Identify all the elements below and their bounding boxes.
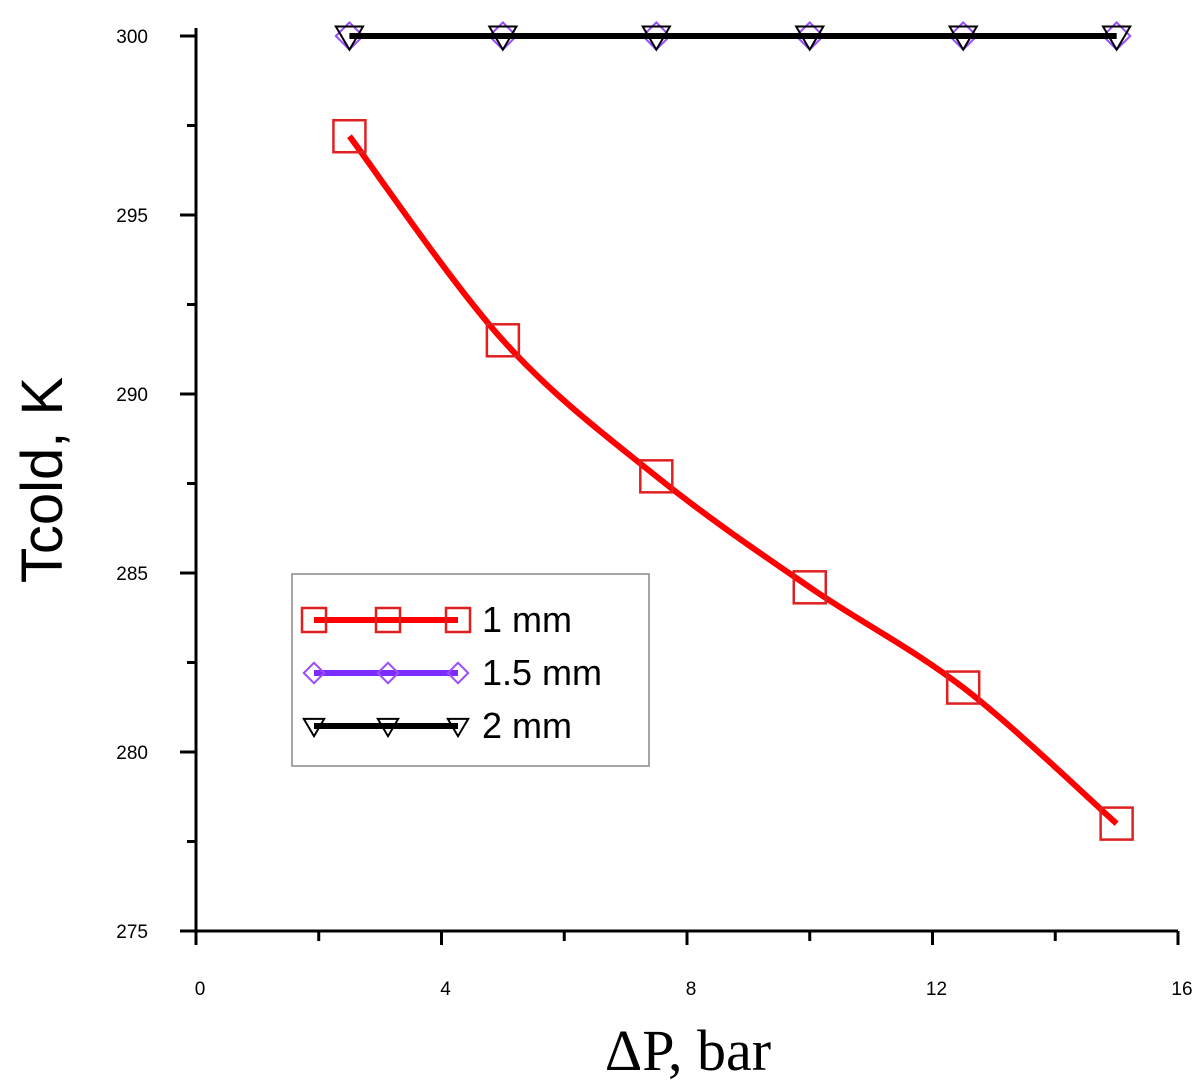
legend-marker-diamond (302, 661, 326, 685)
data-point-triangle-down (640, 25, 672, 52)
legend-marker-square (374, 606, 402, 634)
x-tick-label: 0 (195, 979, 206, 1000)
legend-marker-diamond (376, 661, 400, 685)
data-point-square (1099, 806, 1134, 841)
x-tick-label: 16 (1171, 979, 1192, 1000)
data-point-triangle-down (1101, 25, 1132, 52)
x-tick-label: 4 (440, 979, 451, 1000)
legend-marker-triangle-down (302, 717, 326, 739)
legend-label: 1 mm (482, 599, 572, 640)
y-tick-label: 275 (116, 922, 148, 943)
x-tick-label: 12 (926, 979, 947, 1000)
axes: 275 280 285 290 295 300 0 4 8 12 16 (116, 27, 1192, 1000)
data-point-triangle-down (334, 25, 365, 52)
data-point-square (792, 570, 827, 605)
legend-marker-square (444, 606, 472, 634)
data-point-square (945, 670, 981, 705)
y-tick-label: 280 (116, 743, 148, 764)
legend-marker-diamond (446, 661, 470, 685)
y-axis-label: Tcold, K (10, 377, 75, 584)
y-tick-label: 285 (116, 564, 148, 585)
legend-marker-square (300, 606, 328, 634)
legend-marker-triangle-down (376, 717, 400, 739)
legend-marker-triangle-down (446, 717, 470, 739)
x-tick-label: 8 (686, 979, 697, 1000)
y-tick-label: 300 (116, 27, 148, 48)
x-axis-label: ΔP, bar (605, 1018, 771, 1083)
legend: 1 mm 1.5 mm 2 mm (291, 573, 650, 767)
data-point-triangle-down (794, 25, 826, 52)
series-line (347, 134, 1119, 826)
y-tick-label: 295 (116, 206, 148, 227)
data-point-square (332, 118, 367, 154)
y-tick-label: 290 (116, 385, 148, 406)
data-point-square (485, 323, 521, 358)
series-2-mm (334, 25, 1132, 52)
series-1-mm (332, 118, 1134, 841)
data-point-triangle-down (487, 25, 519, 52)
data-point-square (639, 459, 674, 494)
data-point-triangle-down (947, 25, 979, 52)
series-layer (332, 20, 1134, 841)
legend-label: 2 mm (482, 705, 572, 746)
legend-label: 1.5 mm (482, 652, 602, 693)
